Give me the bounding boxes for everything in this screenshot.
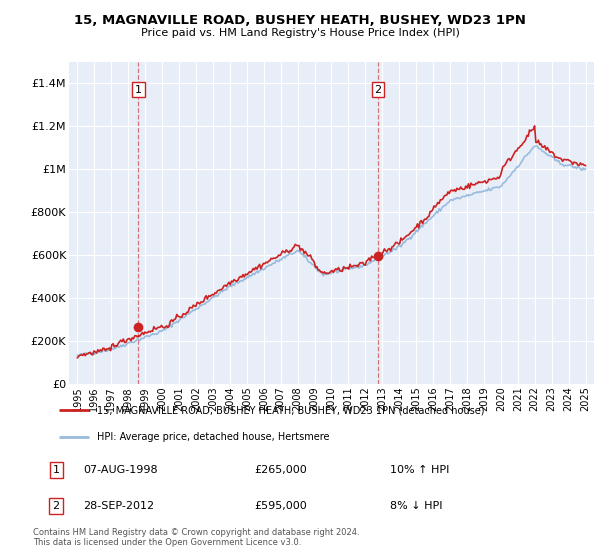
Text: 2: 2 xyxy=(374,85,382,95)
Text: 28-SEP-2012: 28-SEP-2012 xyxy=(83,501,154,511)
Text: 8% ↓ HPI: 8% ↓ HPI xyxy=(390,501,443,511)
Text: £595,000: £595,000 xyxy=(254,501,307,511)
Text: HPI: Average price, detached house, Hertsmere: HPI: Average price, detached house, Hert… xyxy=(97,432,329,441)
Text: £265,000: £265,000 xyxy=(254,465,307,475)
Text: 15, MAGNAVILLE ROAD, BUSHEY HEATH, BUSHEY, WD23 1PN: 15, MAGNAVILLE ROAD, BUSHEY HEATH, BUSHE… xyxy=(74,14,526,27)
Text: Price paid vs. HM Land Registry's House Price Index (HPI): Price paid vs. HM Land Registry's House … xyxy=(140,28,460,38)
Text: 1: 1 xyxy=(53,465,59,475)
Text: Contains HM Land Registry data © Crown copyright and database right 2024.
This d: Contains HM Land Registry data © Crown c… xyxy=(33,528,359,547)
Text: 2: 2 xyxy=(53,501,60,511)
Text: 07-AUG-1998: 07-AUG-1998 xyxy=(83,465,158,475)
Text: 1: 1 xyxy=(135,85,142,95)
Text: 15, MAGNAVILLE ROAD, BUSHEY HEATH, BUSHEY, WD23 1PN (detached house): 15, MAGNAVILLE ROAD, BUSHEY HEATH, BUSHE… xyxy=(97,405,484,415)
Text: 10% ↑ HPI: 10% ↑ HPI xyxy=(390,465,449,475)
